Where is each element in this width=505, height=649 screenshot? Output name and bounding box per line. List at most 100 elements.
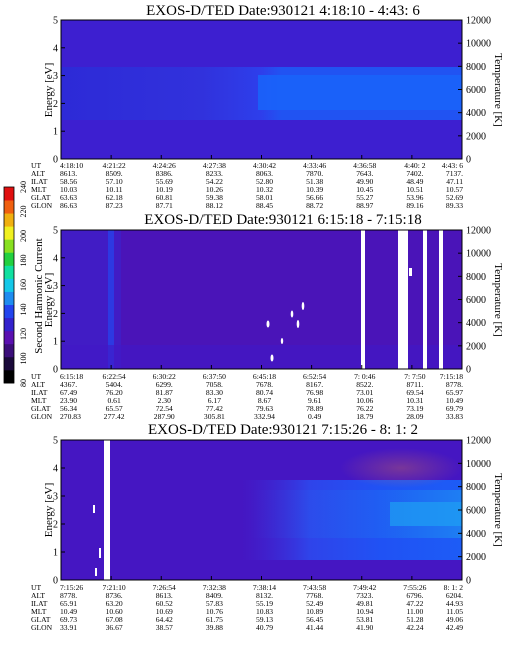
colorbar-swatch <box>4 252 14 266</box>
colorbar-label: Second Harmonic Current <box>33 238 45 353</box>
table-cell: 10.49 <box>446 396 463 405</box>
table-cell: 76.98 <box>306 388 323 397</box>
panel-2-gap-5 <box>409 268 412 276</box>
y2tick-label: 6000 <box>466 295 486 306</box>
colorbar-tick-label: 80 <box>19 379 28 387</box>
panel-2-gap-4 <box>439 230 443 369</box>
table-cell: 52.69 <box>446 193 463 202</box>
table-cell: 4367. <box>60 380 77 389</box>
y2tick-label: 2000 <box>466 131 486 142</box>
table-cell: 10.60 <box>106 607 123 616</box>
ytick-label: 2 <box>53 99 58 110</box>
table-row-label: ALT <box>31 169 45 178</box>
panel-2-y2ticks: 0 2000 4000 6000 8000 10000 12000 <box>458 226 491 376</box>
table-cell: 8522. <box>356 380 373 389</box>
colorbar-swatch <box>4 213 14 227</box>
table-row-label: GLON <box>31 412 53 421</box>
table-cell: 0.61 <box>107 396 120 405</box>
panel-2-stripe-b <box>108 230 114 369</box>
panel-3-band-hot <box>390 502 462 526</box>
table-cell: 9.61 <box>308 396 321 405</box>
table-cell: 77.42 <box>206 404 223 413</box>
table-cell: 10.69 <box>156 607 173 616</box>
table-cell: 86.63 <box>60 201 77 210</box>
y2tick-label: 8000 <box>466 272 486 283</box>
table-cell: 4:21:22 <box>103 161 126 170</box>
table-cell: 58.01 <box>256 193 273 202</box>
panel-2-title: EXOS-D/TED Date:930121 6:15:18 - 7:15:18 <box>144 212 421 228</box>
table-cell: 73.19 <box>406 404 423 413</box>
table-cell: 55.27 <box>356 193 373 202</box>
colorbar-swatch <box>4 239 14 253</box>
table-cell: 10.51 <box>406 185 423 194</box>
ytick-label: 3 <box>53 281 58 292</box>
table-cell: 10.06 <box>356 396 373 405</box>
table-cell: 8167. <box>306 380 323 389</box>
table-cell: 7:55:26 <box>403 583 426 592</box>
table-row-label: MLT <box>31 396 47 405</box>
panel-2-blob <box>266 320 270 328</box>
table-cell: 8778. <box>446 380 463 389</box>
table-cell: 11.00 <box>406 607 423 616</box>
table-cell: 60.81 <box>156 193 173 202</box>
table-row-label: GLAT <box>31 404 51 413</box>
panel-2-blob <box>280 338 284 344</box>
table-cell: 69.73 <box>60 615 77 624</box>
ytick-label: 1 <box>53 337 58 348</box>
table-cell: 7: 0:46 <box>354 372 376 381</box>
panel-2-y2label: Temperature [K] <box>492 263 504 336</box>
y2tick-label: 10000 <box>466 39 491 50</box>
colorbar-tick-label: 240 <box>19 181 28 193</box>
table-cell: 10.03 <box>60 185 77 194</box>
panel-2-gap-3 <box>423 230 427 369</box>
table-cell: 53.81 <box>356 615 373 624</box>
table-cell: 44.93 <box>446 599 463 608</box>
panel-2-blob <box>290 310 294 318</box>
table-cell: 49.06 <box>446 615 463 624</box>
table-cell: 65.91 <box>60 599 77 608</box>
table-cell: 69.79 <box>446 404 463 413</box>
table-cell: 7643. <box>356 169 373 178</box>
table-cell: 88.45 <box>256 201 273 210</box>
table-cell: 6.17 <box>208 396 221 405</box>
panel-3-gap-3 <box>99 548 101 558</box>
table-cell: 7:43:58 <box>303 583 326 592</box>
panel-3-gap-2 <box>93 505 95 513</box>
colorbar-frame <box>3 186 15 384</box>
panel-1-yticks: 0 1 2 3 4 5 <box>53 16 65 166</box>
table-cell: 7323. <box>356 591 373 600</box>
panel-2-blob <box>270 354 274 362</box>
table-cell: 8613. <box>60 169 77 178</box>
table-row-label: ILAT <box>31 599 48 608</box>
table-cell: 65.97 <box>446 388 463 397</box>
table-cell: 33.83 <box>446 412 463 421</box>
y2tick-label: 4000 <box>466 318 486 329</box>
table-cell: 10.89 <box>306 607 323 616</box>
table-row-label: ALT <box>31 591 45 600</box>
table-cell: 61.75 <box>206 615 223 624</box>
colorbar-swatch <box>4 343 14 358</box>
table-cell: 8409. <box>206 591 223 600</box>
table-cell: 81.87 <box>156 388 173 397</box>
panel-3: EXOS-D/TED Date:930121 7:15:26 - 8: 1: 2… <box>31 422 504 632</box>
ytick-label: 4 <box>53 43 58 54</box>
table-cell: 87.71 <box>156 201 173 210</box>
y2tick-label: 2000 <box>466 552 486 563</box>
table-cell: 10.39 <box>306 185 323 194</box>
table-cell: 2.30 <box>158 396 171 405</box>
table-cell: 57.83 <box>206 599 223 608</box>
colorbar-swatch <box>4 291 14 305</box>
table-cell: 56.66 <box>306 193 323 202</box>
table-cell: 6:37:50 <box>203 372 226 381</box>
table-cell: 4:40: 2 <box>404 161 426 170</box>
table-cell: 83.30 <box>206 388 223 397</box>
table-cell: 52.80 <box>256 177 273 186</box>
table-cell: 7402. <box>406 169 423 178</box>
table-cell: 62.18 <box>106 193 123 202</box>
y2tick-label: 8000 <box>466 482 486 493</box>
table-cell: 49.90 <box>356 177 373 186</box>
table-cell: 8778. <box>60 591 77 600</box>
table-cell: 8132. <box>256 591 273 600</box>
ytick-label: 5 <box>53 226 58 237</box>
